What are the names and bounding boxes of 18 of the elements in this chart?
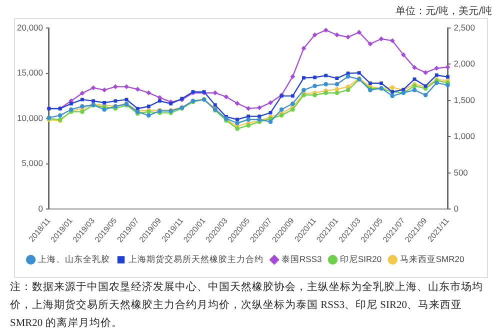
legend-label: 上海期货交易所天然橡胶主力合约 — [128, 254, 264, 264]
y-tick-label: 0 — [38, 204, 44, 214]
legend-label: 泰国RSS3 — [282, 254, 322, 264]
legend-label: 上海、山东全乳胶 — [38, 254, 110, 264]
y-tick-label: 15,000 — [17, 68, 44, 78]
y2-tick-label: 1,500 — [454, 94, 476, 105]
y-tick-label: 10,000 — [17, 112, 44, 123]
text: 注：数据来源于中国农垦经济发展中心、中国天然橡胶协会，主纵坐标为全乳胶上海、山东市场均价，上海期货交易所天然橡胶主力合约月均价，次纵坐标为泰国 RSS3、印尼 SIR20、马来西亚 SMR20 的离岸月均价。 — [10, 280, 484, 331]
y2-tick-label: 2,000 — [454, 58, 476, 69]
y-tick-label: 20,000 — [17, 22, 44, 32]
y2-tick-label: 500 — [454, 167, 468, 178]
legend-label: 印尼SIR20 — [340, 254, 382, 264]
legend-label: 马来西亚SMR20 — [400, 254, 464, 264]
y2-tick-label: 1,000 — [454, 131, 476, 142]
y-tick-label: 5,000 — [22, 158, 44, 168]
y2-tick-label: 0 — [454, 204, 459, 214]
y2-tick-label: 2,500 — [454, 22, 476, 32]
text: 单位：元/吨，美元/吨 — [395, 4, 492, 18]
